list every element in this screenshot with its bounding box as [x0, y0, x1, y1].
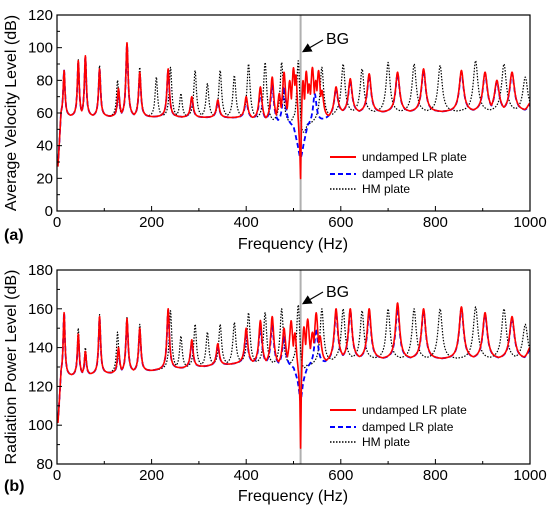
- legend-label-hm: HM plate: [362, 435, 410, 449]
- panel-label: (a): [4, 227, 24, 244]
- axis-ticks: 0 200 400 600 800 1000 0 20 40 60 80 100 120: [28, 7, 547, 231]
- x-tick-label: 400: [234, 214, 259, 231]
- legend-label-damped: damped LR plate: [362, 420, 454, 434]
- x-tick-label: 0: [53, 467, 61, 484]
- legend: undamped LR plate damped LR plate HM pla…: [330, 403, 467, 449]
- y-tick-label: 80: [36, 456, 53, 473]
- y-tick-label: 180: [28, 262, 53, 279]
- legend: undamped LR plate damped LR plate HM pla…: [330, 150, 467, 196]
- y-tick-label: 120: [28, 378, 53, 395]
- bg-annotation: BG: [326, 284, 349, 301]
- x-axis-label: Frequency (Hz): [238, 488, 348, 505]
- axis-ticks: 0 200 400 600 800 1000 80 100 120 140 160 180: [28, 262, 547, 484]
- x-tick-label: 800: [423, 467, 448, 484]
- x-tick-label: 600: [328, 214, 353, 231]
- series-line-undamped: [57, 302, 530, 449]
- series-line-undamped: [57, 42, 530, 180]
- x-tick-label: 1000: [513, 467, 546, 484]
- panel-label: (b): [4, 478, 24, 495]
- x-tick-label: 0: [53, 214, 61, 231]
- y-tick-label: 80: [36, 72, 53, 89]
- plot-area: [57, 42, 530, 180]
- chart-a: 0 200 400 600 800 1000 0 20 40 60 80 100 120 Frequen…: [3, 7, 547, 253]
- chart-b: 0 200 400 600 800 1000 80 100 120 140 160 180 Frequ…: [3, 262, 547, 505]
- legend-label-undamped: undamped LR plate: [362, 403, 467, 417]
- bg-arrow: [301, 39, 324, 53]
- x-tick-label: 1000: [513, 214, 546, 231]
- y-axis-label: Average Velocity Level (dB): [3, 15, 20, 211]
- x-tick-label: 600: [328, 467, 353, 484]
- y-tick-label: 0: [45, 203, 53, 220]
- legend-label-damped: damped LR plate: [362, 167, 454, 181]
- bg-annotation: BG: [326, 31, 349, 48]
- y-axis-label: Radiation Power Level (dB): [3, 270, 20, 465]
- plot-frame: [56, 14, 531, 212]
- x-tick-label: 200: [139, 214, 164, 231]
- x-axis-label: Frequency (Hz): [238, 236, 348, 253]
- y-tick-label: 160: [28, 301, 53, 318]
- x-tick-label: 200: [139, 467, 164, 484]
- plot-area: [57, 302, 530, 449]
- y-tick-label: 100: [28, 417, 53, 434]
- x-tick-label: 800: [423, 214, 448, 231]
- y-tick-label: 100: [28, 40, 53, 57]
- y-tick-label: 140: [28, 340, 53, 357]
- legend-label-undamped: undamped LR plate: [362, 150, 467, 164]
- bg-arrow: [301, 291, 324, 305]
- y-tick-label: 120: [28, 7, 53, 24]
- x-tick-label: 400: [234, 467, 259, 484]
- y-tick-label: 60: [36, 105, 53, 122]
- series-line-hm: [57, 42, 530, 167]
- legend-label-hm: HM plate: [362, 182, 410, 196]
- y-tick-label: 40: [36, 138, 53, 155]
- y-tick-label: 20: [36, 170, 53, 187]
